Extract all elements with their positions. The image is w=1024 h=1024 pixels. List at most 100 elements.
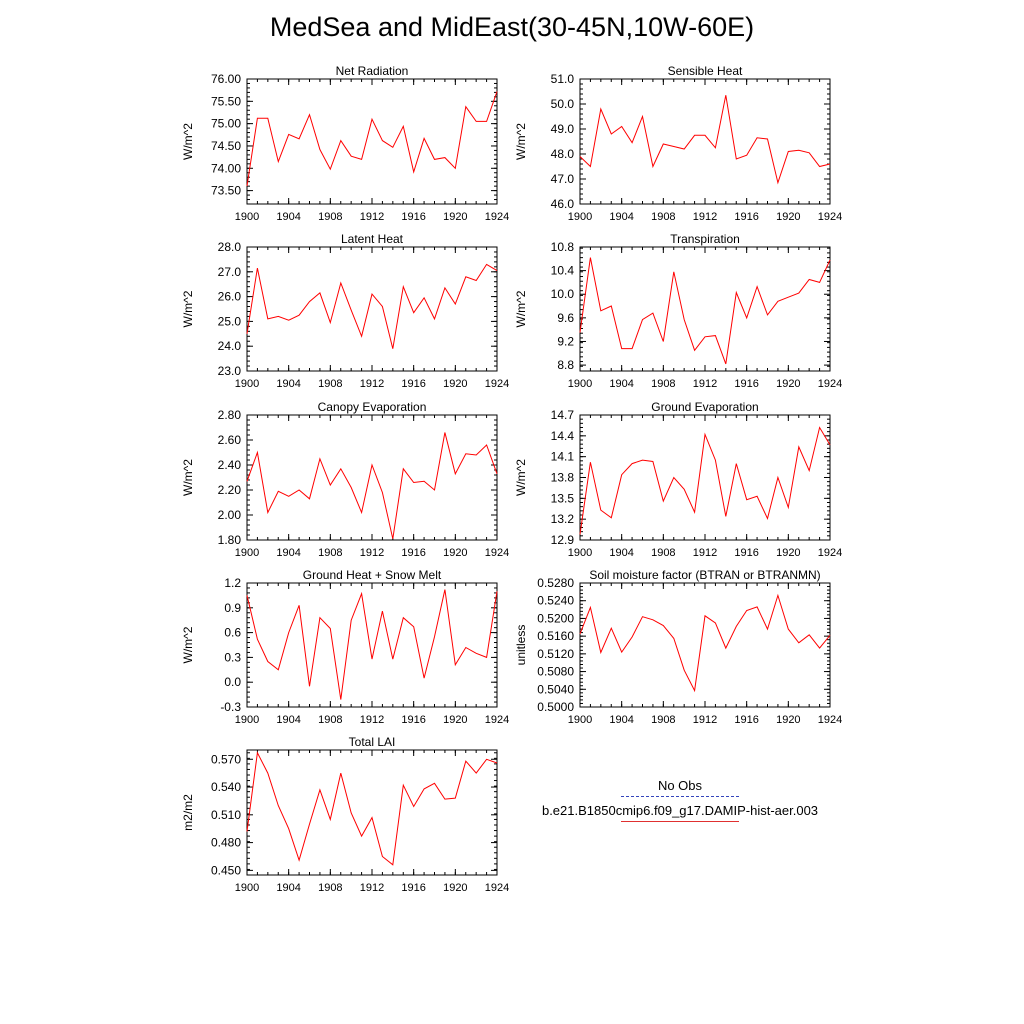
y-tick-label: 51.0 bbox=[551, 72, 575, 86]
x-tick-label: 1920 bbox=[443, 378, 467, 390]
x-tick-label: 1916 bbox=[401, 882, 425, 894]
x-tick-label: 1920 bbox=[776, 211, 800, 223]
legend: No Obs b.e21.B1850cmip6.f09_g17.DAMIP-hi… bbox=[520, 778, 840, 828]
x-tick-label: 1924 bbox=[485, 714, 509, 726]
plot-frame bbox=[579, 246, 831, 372]
x-tick-label: 1904 bbox=[276, 547, 300, 559]
y-tick-label: 0.5200 bbox=[537, 611, 574, 625]
plot-frame bbox=[246, 414, 498, 541]
y-tick-label: 1.80 bbox=[218, 533, 242, 547]
y-tick-label: 0.5000 bbox=[537, 700, 574, 714]
panel-title: Net Radiation bbox=[336, 64, 409, 78]
x-tick-label: 1924 bbox=[485, 211, 509, 223]
x-tick-label: 1920 bbox=[776, 378, 800, 390]
chart-panel: Sensible Heat W/m^2 1900 1904 1908 1912 1916 19… bbox=[514, 64, 842, 223]
y-tick-label: 28.0 bbox=[218, 240, 242, 254]
y-tick-label: 24.0 bbox=[218, 339, 242, 353]
series-line bbox=[579, 593, 831, 693]
x-tick-label: 1912 bbox=[693, 211, 717, 223]
x-tick-label: 1916 bbox=[401, 378, 425, 390]
y-tick-label: 23.0 bbox=[218, 364, 242, 378]
y-axis-label: W/m^2 bbox=[514, 123, 528, 160]
y-tick-label: 1.2 bbox=[224, 576, 241, 590]
y-tick-label: 46.0 bbox=[551, 197, 575, 211]
x-tick-label: 1908 bbox=[651, 547, 675, 559]
x-tick-label: 1912 bbox=[693, 714, 717, 726]
x-tick-label: 1904 bbox=[609, 378, 633, 390]
y-axis-label: W/m^2 bbox=[181, 290, 195, 327]
plot-frame bbox=[246, 246, 498, 372]
y-tick-label: 50.0 bbox=[551, 97, 575, 111]
y-tick-label: 10.0 bbox=[551, 287, 575, 301]
y-tick-label: 13.2 bbox=[551, 512, 575, 526]
y-tick-label: 26.0 bbox=[218, 290, 242, 304]
y-tick-label: 75.00 bbox=[211, 117, 241, 131]
y-tick-label: 2.60 bbox=[218, 433, 242, 447]
x-tick-label: 1900 bbox=[235, 211, 259, 223]
y-tick-label: 0.570 bbox=[211, 752, 241, 766]
y-tick-label: 0.5160 bbox=[537, 629, 574, 643]
y-tick-label: 13.5 bbox=[551, 491, 575, 505]
series-line bbox=[579, 95, 831, 185]
x-tick-label: 1900 bbox=[568, 714, 592, 726]
x-tick-label: 1904 bbox=[609, 714, 633, 726]
chart-panel: Latent Heat W/m^2 1900 1904 1908 1912 1916 1920… bbox=[181, 232, 509, 390]
x-tick-label: 1920 bbox=[776, 547, 800, 559]
x-tick-label: 1904 bbox=[276, 882, 300, 894]
y-axis-label: W/m^2 bbox=[181, 123, 195, 160]
chart-panel: Total LAI m2/m2 1900 1904 1908 1912 1916 1920 19… bbox=[181, 735, 509, 894]
y-tick-label: 25.0 bbox=[218, 314, 242, 328]
x-tick-label: 1912 bbox=[360, 714, 384, 726]
x-tick-label: 1920 bbox=[443, 714, 467, 726]
x-tick-label: 1908 bbox=[318, 211, 342, 223]
x-tick-label: 1904 bbox=[276, 714, 300, 726]
y-axis-label: unitless bbox=[514, 625, 528, 666]
y-tick-label: 14.7 bbox=[551, 408, 575, 422]
legend-model-swatch bbox=[621, 821, 739, 822]
y-tick-label: 8.8 bbox=[557, 358, 574, 372]
y-axis-label: W/m^2 bbox=[181, 626, 195, 663]
x-tick-label: 1908 bbox=[318, 378, 342, 390]
x-tick-label: 1924 bbox=[485, 378, 509, 390]
y-tick-label: 48.0 bbox=[551, 147, 575, 161]
series-line bbox=[246, 263, 498, 349]
x-tick-label: 1900 bbox=[235, 378, 259, 390]
y-tick-label: 0.510 bbox=[211, 808, 241, 822]
x-tick-label: 1908 bbox=[318, 547, 342, 559]
x-tick-label: 1908 bbox=[651, 714, 675, 726]
x-tick-label: 1908 bbox=[651, 378, 675, 390]
y-tick-label: 2.40 bbox=[218, 458, 242, 472]
page-title: MedSea and MidEast(30-45N,10W-60E) bbox=[269, 12, 755, 42]
x-tick-label: 1916 bbox=[734, 714, 758, 726]
y-tick-label: 0.5040 bbox=[537, 682, 574, 696]
x-tick-label: 1908 bbox=[318, 882, 342, 894]
x-tick-label: 1916 bbox=[734, 547, 758, 559]
y-tick-label: 0.3 bbox=[224, 650, 241, 664]
y-tick-label: 74.00 bbox=[211, 161, 241, 175]
panel-title: Sensible Heat bbox=[668, 64, 743, 78]
y-tick-label: 0.6 bbox=[224, 626, 241, 640]
x-tick-label: 1900 bbox=[235, 547, 259, 559]
x-tick-label: 1904 bbox=[609, 211, 633, 223]
y-tick-label: 49.0 bbox=[551, 122, 575, 136]
x-tick-label: 1900 bbox=[568, 211, 592, 223]
x-tick-label: 1916 bbox=[401, 211, 425, 223]
y-axis-label: m2/m2 bbox=[181, 794, 195, 831]
panel-title: Transpiration bbox=[670, 232, 740, 246]
y-tick-label: 12.9 bbox=[551, 533, 575, 547]
panel-title: Total LAI bbox=[349, 735, 396, 749]
y-tick-label: 0.5120 bbox=[537, 647, 574, 661]
y-tick-label: 10.4 bbox=[551, 264, 575, 278]
x-tick-label: 1920 bbox=[776, 714, 800, 726]
y-tick-label: 2.80 bbox=[218, 408, 242, 422]
y-tick-label: 0.9 bbox=[224, 601, 241, 615]
x-tick-label: 1916 bbox=[401, 547, 425, 559]
x-tick-label: 1916 bbox=[734, 378, 758, 390]
x-tick-label: 1916 bbox=[401, 714, 425, 726]
plot-frame bbox=[246, 582, 498, 708]
x-tick-label: 1912 bbox=[360, 378, 384, 390]
y-tick-label: 74.50 bbox=[211, 139, 241, 153]
y-tick-label: 9.2 bbox=[557, 334, 574, 348]
chart-panel: Transpiration W/m^2 1900 1904 1908 1912 1916 19… bbox=[514, 232, 842, 390]
